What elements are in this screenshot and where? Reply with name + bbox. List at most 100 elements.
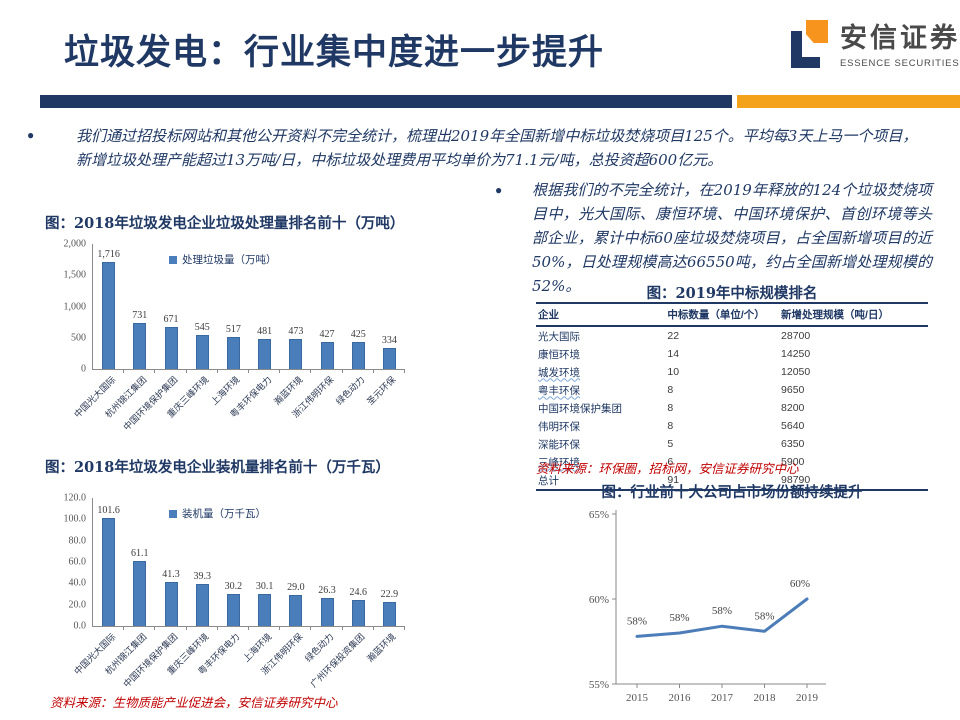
bar xyxy=(133,560,147,626)
bar xyxy=(382,348,396,369)
table-row: 光大国际 22 28700 xyxy=(536,326,928,345)
bar-value-label: 101.6 xyxy=(97,504,120,516)
bid-ranking-table: 企业 中标数量（单位/个） 新增处理规模（吨/日） 光大国际 22 28700 康恒环境 1… xyxy=(536,302,928,491)
logo-name-cn: 安信证券 xyxy=(840,23,960,53)
y-tick-label: 0 xyxy=(81,363,86,375)
bar-value-label: 26.3 xyxy=(318,584,336,596)
bar xyxy=(289,595,303,626)
x-tick-label: 2015 xyxy=(626,692,649,704)
bar-value-label: 41.3 xyxy=(162,568,180,580)
logo-name-en: ESSENCE SECURITIES xyxy=(840,57,960,69)
bar xyxy=(226,593,240,626)
bar xyxy=(226,336,240,369)
bar-cell: 26.3 绿色动力 xyxy=(303,498,343,664)
table-row: 城发环境 10 12050 xyxy=(536,363,928,381)
y-tick-label: 1,500 xyxy=(63,269,87,281)
x-tick-label: 2016 xyxy=(669,692,692,704)
y-tick-label: 80.0 xyxy=(68,535,87,547)
y-tick-label: 100.0 xyxy=(63,513,87,525)
chart-legend: 装机量（万千瓦） xyxy=(169,506,266,521)
figure-title-market-share: 图：行业前十大公司占市场份额持续提升 xyxy=(601,484,863,501)
bar-cell: 334 圣元环保 xyxy=(365,244,406,407)
bullet-text-right: 根据我们的不完全统计，在2019年释放的124个垃圾焚烧项目中，光大国际、康恒环… xyxy=(532,181,932,295)
bar-value-label: 545 xyxy=(194,321,210,333)
bar-cell: 731 杭州锦江集团 xyxy=(103,244,156,420)
y-tick-label: 0.0 xyxy=(73,620,87,632)
y-axis: 120.0 100.0 80.0 60.0 40.0 20.0 0.0 xyxy=(48,493,92,632)
bid-count: 8 xyxy=(667,420,674,432)
bar xyxy=(164,581,178,626)
bar-chart-installed-capacity: 120.0 100.0 80.0 60.0 40.0 20.0 0.0 101.6 中国光大国际… xyxy=(48,493,406,715)
source-note-table: 资料来源：环保圈，招标网，安信证券研究中心 xyxy=(536,461,799,476)
bar xyxy=(195,334,209,369)
bar-cell: 24.6 广州环保投资集团 xyxy=(309,498,375,689)
company-name: 总计 xyxy=(538,474,559,487)
table-row: 伟明环保 8 5640 xyxy=(536,417,928,435)
bar-cell: 39.3 重庆三峰环境 xyxy=(165,498,219,677)
new-scale: 6350 xyxy=(781,438,805,450)
line-chart-market-share: 65% 60% 55% 2015 2016 2017 2018 2019 58% 58% 58% 58… xyxy=(589,509,826,704)
bid-count: 91 xyxy=(665,471,780,491)
new-scale: 5900 xyxy=(781,456,805,468)
bar-value-label: 671 xyxy=(163,314,179,326)
data-point-label: 58% xyxy=(754,610,774,622)
y-tick-label: 60.0 xyxy=(68,556,87,568)
bullet-text-left: 我们通过招投标网站和其他公开资料不完全统计，梳理出2019年全国新增中标垃圾焚烧… xyxy=(76,127,918,170)
bar-value-label: 731 xyxy=(132,310,148,322)
bar-value-label: 61.1 xyxy=(131,547,149,559)
bullet-dot: ● xyxy=(495,183,503,197)
bar-value-label: 24.6 xyxy=(349,586,367,598)
company-name: 粤丰环保 xyxy=(538,384,580,397)
bar xyxy=(258,338,272,369)
bar-cell: 61.1 杭州锦江集团 xyxy=(103,498,156,677)
bar-value-label: 22.9 xyxy=(380,588,399,600)
bar xyxy=(102,261,116,369)
figure-title-installed-capacity: 图：2018年垃圾发电企业装机量排名前十（万千瓦） xyxy=(45,459,390,476)
header-divider-navy xyxy=(40,95,732,108)
company-name: 城发环境 xyxy=(538,366,580,379)
data-point-label: 58% xyxy=(712,605,732,617)
y-tick-label: 20.0 xyxy=(68,599,87,611)
bar xyxy=(320,342,334,369)
x-tick-label: 2018 xyxy=(754,692,777,704)
logo-mark-icon xyxy=(791,20,833,68)
bar-cell: 41.3 中国环境保护集团 xyxy=(122,498,187,689)
y-axis: 2,000 1,500 1,000 500 0 xyxy=(48,239,92,375)
company-name: 伟明环保 xyxy=(538,420,580,433)
y-tick-label: 120.0 xyxy=(63,492,87,504)
bar xyxy=(351,342,365,369)
bar-cell: 30.2 粤丰环保电力 xyxy=(197,498,250,677)
bar-cell: 481 粤丰环保电力 xyxy=(228,244,281,420)
table-row: 康恒环境 14 14250 xyxy=(536,345,928,363)
legend-swatch-icon xyxy=(169,509,177,518)
table-row: 三峰环境 6 5900 xyxy=(536,453,928,471)
data-point-label: 58% xyxy=(669,612,689,624)
table-column-header: 企业 xyxy=(536,302,666,327)
table-row: 深能环保 5 6350 xyxy=(536,435,928,453)
bar-cell: 22.9 瀚蓝环境 xyxy=(365,498,406,664)
bar xyxy=(351,599,365,626)
bar-cell: 545 重庆三峰环境 xyxy=(165,244,219,420)
plot-area: 1,716 中国光大国际 731 杭州锦江集团 671 中国环境保护集团 545 重庆三峰环境… xyxy=(72,244,406,432)
bar-value-label: 473 xyxy=(288,326,304,338)
page-title: 垃圾发电：行业集中度进一步提升 xyxy=(64,33,605,72)
new-scale: 12050 xyxy=(781,366,811,378)
company-name: 康恒环境 xyxy=(538,348,580,361)
data-point-label: 60% xyxy=(790,578,810,590)
bar-value-label: 334 xyxy=(381,335,397,347)
bid-count: 5 xyxy=(667,438,674,450)
bar-value-label: 517 xyxy=(225,323,241,335)
bid-count: 10 xyxy=(667,366,680,378)
legend-label: 装机量（万千瓦） xyxy=(182,508,266,520)
trend-line xyxy=(635,597,809,638)
plot-area: 101.6 中国光大国际 61.1 杭州锦江集团 41.3 中国环境保护集团 39.3 重庆三… xyxy=(72,498,406,689)
bar-value-label: 30.1 xyxy=(255,580,274,592)
table-column-header: 中标数量（单位/个） xyxy=(665,302,780,327)
y-tick-label: 55% xyxy=(589,679,609,691)
bar-cell: 671 中国环境保护集团 xyxy=(122,244,187,432)
bid-count: 14 xyxy=(667,348,680,360)
y-tick-label: 1,000 xyxy=(63,301,87,312)
y-tick-label: 65% xyxy=(589,509,609,521)
bar-value-label: 481 xyxy=(257,325,273,337)
bar-value-label: 30.2 xyxy=(224,580,243,592)
